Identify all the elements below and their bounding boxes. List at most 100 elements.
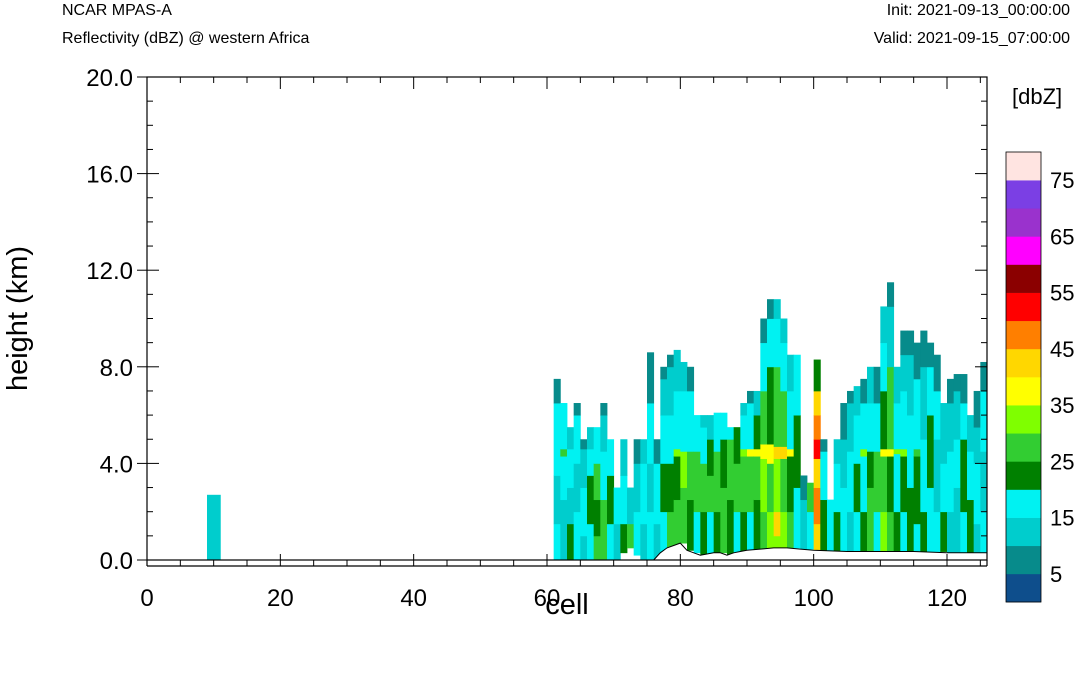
reflectivity-cell bbox=[927, 415, 935, 488]
reflectivity-cell bbox=[760, 342, 768, 392]
reflectivity-cell bbox=[687, 499, 695, 551]
colorbar-swatch bbox=[1006, 152, 1041, 181]
reflectivity-cell bbox=[593, 427, 601, 464]
reflectivity-cell bbox=[780, 342, 788, 392]
reflectivity-cell bbox=[760, 511, 768, 550]
reflectivity-cell bbox=[920, 511, 928, 552]
model-name: NCAR MPAS-A bbox=[62, 2, 172, 19]
colorbar-unit: [dbZ] bbox=[1012, 84, 1062, 109]
reflectivity-cell bbox=[607, 475, 615, 525]
reflectivity-cell bbox=[700, 415, 708, 428]
reflectivity-cell bbox=[913, 448, 921, 457]
colorbar-label: 45 bbox=[1050, 337, 1074, 362]
reflectivity-cell bbox=[753, 415, 761, 450]
reflectivity-cell bbox=[873, 403, 881, 452]
reflectivity-cell bbox=[773, 446, 781, 459]
reflectivity-cell bbox=[973, 390, 981, 428]
valid-time: Valid: 2021-09-15_07:00:00 bbox=[873, 30, 1070, 47]
reflectivity-cell bbox=[833, 463, 841, 513]
reflectivity-cell bbox=[767, 511, 775, 550]
colorbar-swatch bbox=[1006, 461, 1041, 490]
reflectivity-cell bbox=[620, 439, 628, 476]
reflectivity-cell bbox=[733, 463, 741, 513]
reflectivity-cell bbox=[560, 456, 568, 501]
reflectivity-cell bbox=[840, 439, 848, 488]
x-tick-label: 40 bbox=[400, 585, 427, 612]
reflectivity-cell bbox=[833, 439, 841, 464]
reflectivity-cell bbox=[880, 448, 888, 457]
reflectivity-cell bbox=[867, 487, 875, 552]
reflectivity-cell bbox=[580, 439, 588, 450]
reflectivity-cell bbox=[680, 361, 688, 392]
reflectivity-cell bbox=[567, 487, 575, 525]
reflectivity-cell bbox=[620, 523, 628, 554]
reflectivity-cell bbox=[880, 342, 888, 392]
reflectivity-cell bbox=[813, 415, 821, 440]
x-tick-label: 120 bbox=[927, 585, 967, 612]
reflectivity-cell bbox=[880, 390, 888, 450]
reflectivity-cell bbox=[573, 463, 581, 513]
reflectivity-cell bbox=[767, 318, 775, 368]
reflectivity-cell bbox=[887, 282, 895, 307]
reflectivity-cells bbox=[207, 282, 988, 561]
reflectivity-cell bbox=[753, 456, 761, 501]
reflectivity-cell bbox=[887, 448, 895, 457]
reflectivity-cell bbox=[980, 390, 988, 452]
reflectivity-cell bbox=[947, 378, 955, 404]
reflectivity-cell bbox=[913, 342, 921, 380]
reflectivity-cell bbox=[593, 463, 601, 501]
reflectivity-cell bbox=[580, 448, 588, 488]
reflectivity-cell bbox=[767, 299, 775, 319]
reflectivity-cell bbox=[667, 366, 675, 416]
init-time: Init: 2021-09-13_00:00:00 bbox=[886, 2, 1070, 19]
reflectivity-cell bbox=[933, 354, 941, 392]
reflectivity-cell bbox=[907, 330, 915, 356]
reflectivity-cell bbox=[747, 448, 755, 457]
reflectivity-cell bbox=[780, 390, 788, 447]
reflectivity-cell bbox=[980, 451, 988, 513]
reflectivity-cell bbox=[733, 511, 741, 554]
reflectivity-cell bbox=[947, 451, 955, 513]
reflectivity-cell bbox=[853, 386, 861, 416]
reflectivity-cell bbox=[793, 487, 801, 549]
reflectivity-cell bbox=[773, 299, 781, 319]
reflectivity-cell bbox=[793, 354, 801, 416]
reflectivity-cell bbox=[860, 511, 868, 552]
reflectivity-cell bbox=[573, 403, 581, 416]
x-tick-label: 100 bbox=[794, 585, 834, 612]
reflectivity-cell bbox=[907, 487, 915, 552]
reflectivity-cell bbox=[780, 318, 788, 344]
x-tick-label: 0 bbox=[140, 585, 153, 612]
reflectivity-cell bbox=[627, 523, 635, 549]
reflectivity-cell bbox=[960, 403, 968, 440]
reflectivity-cell bbox=[720, 487, 728, 554]
reflectivity-cell bbox=[853, 511, 861, 552]
reflectivity-cell bbox=[567, 427, 575, 450]
reflectivity-cell bbox=[687, 451, 695, 501]
reflectivity-cell bbox=[647, 403, 655, 464]
reflectivity-cell bbox=[573, 415, 581, 464]
reflectivity-cell bbox=[760, 458, 768, 513]
reflectivity-cell bbox=[727, 439, 735, 501]
reflectivity-cell bbox=[673, 390, 681, 450]
reflectivity-cell bbox=[640, 463, 648, 525]
colorbar-label: 5 bbox=[1050, 562, 1062, 587]
colorbar-swatch bbox=[1006, 517, 1041, 547]
reflectivity-cell bbox=[773, 366, 781, 447]
reflectivity-cell bbox=[980, 361, 988, 392]
reflectivity-cell bbox=[913, 378, 921, 450]
reflectivity-cell bbox=[600, 415, 608, 452]
reflectivity-cell bbox=[933, 511, 941, 552]
colorbar-label: 35 bbox=[1050, 393, 1074, 418]
reflectivity-cell bbox=[893, 366, 901, 404]
reflectivity-cell bbox=[660, 366, 668, 380]
reflectivity-cell bbox=[660, 378, 668, 416]
x-tick-label: 60 bbox=[534, 585, 561, 612]
reflectivity-cell bbox=[700, 463, 708, 513]
reflectivity-cell bbox=[713, 511, 721, 554]
reflectivity-cell bbox=[753, 448, 761, 457]
reflectivity-cell bbox=[747, 403, 755, 450]
reflectivity-cell bbox=[653, 523, 661, 561]
reflectivity-cell bbox=[873, 511, 881, 552]
reflectivity-cell bbox=[707, 439, 715, 476]
